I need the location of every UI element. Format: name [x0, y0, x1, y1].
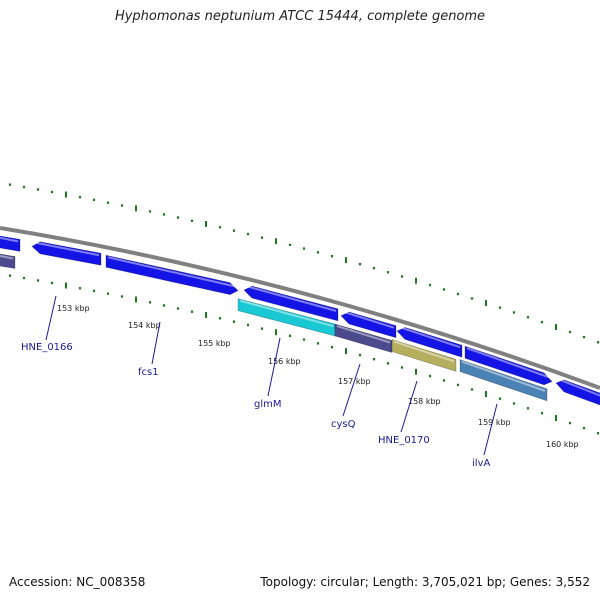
gene-arrow: [0, 253, 16, 269]
gene-label[interactable]: cysQ: [331, 419, 356, 430]
gene-highlight: [0, 236, 19, 243]
gene-arrow: [464, 345, 553, 386]
gene-highlight: [466, 347, 551, 379]
scale-label: 158 kbp: [408, 397, 441, 406]
label-leader-line: [342, 363, 361, 417]
scale-label: 153 kbp: [57, 304, 90, 313]
scale-label: 160 kbp: [546, 440, 579, 449]
gene-highlight: [0, 254, 14, 260]
label-leader-line: [400, 380, 418, 433]
label-leaders: [45, 295, 498, 456]
gene-highlight: [239, 299, 334, 328]
gene-highlight: [342, 310, 395, 329]
accession-text: Accession: NC_008358: [9, 575, 146, 589]
gene-highlight: [336, 325, 391, 344]
gene-label[interactable]: ilvA: [472, 458, 490, 469]
gene-label[interactable]: glmM: [254, 399, 282, 410]
gene-arrow: [243, 285, 339, 322]
gene-highlight: [461, 360, 546, 392]
gene-arrow: [105, 254, 239, 295]
gene-label[interactable]: HNE_0166: [21, 342, 73, 353]
label-leader-line: [483, 403, 498, 456]
gene-arrow: [334, 323, 393, 353]
map-title: Hyphomonas neptunium ATCC 15444, complet…: [114, 9, 486, 24]
genome-summary: Topology: circular; Length: 3,705,021 bp…: [260, 575, 590, 589]
gene-arrow: [31, 241, 102, 266]
outer-tick-ring: [8, 183, 600, 344]
gene-highlight: [33, 241, 100, 257]
gene-arrow: [396, 327, 463, 358]
gene-arrow: [340, 311, 397, 339]
gene-arrow: [0, 235, 21, 252]
label-leader-line: [267, 337, 281, 397]
gene-label[interactable]: fcs1: [138, 367, 159, 378]
scale-label: 156 kbp: [268, 357, 301, 366]
label-leader-line: [45, 295, 57, 341]
gene-track: [0, 235, 600, 406]
gene-arrow: [459, 359, 548, 402]
scale-label: 154 kbp: [128, 321, 161, 330]
genome-backbone: [0, 226, 600, 390]
gene-label[interactable]: HNE_0170: [378, 435, 430, 446]
inner-tick-ring: [8, 274, 600, 435]
gene-highlight: [393, 340, 455, 363]
scale-label: 155 kbp: [198, 339, 231, 348]
scale-label: 159 kbp: [478, 418, 511, 427]
gene-arrow: [391, 339, 457, 372]
gene-labels: HNE_0166 fcs1 glmM cysQ HNE_0170 ilvA: [21, 342, 490, 469]
gene-highlight: [245, 285, 337, 312]
label-leader-line: [151, 321, 161, 365]
gene-highlight: [398, 326, 461, 349]
gene-highlight: [107, 256, 237, 288]
gene-arrow: [555, 379, 600, 406]
